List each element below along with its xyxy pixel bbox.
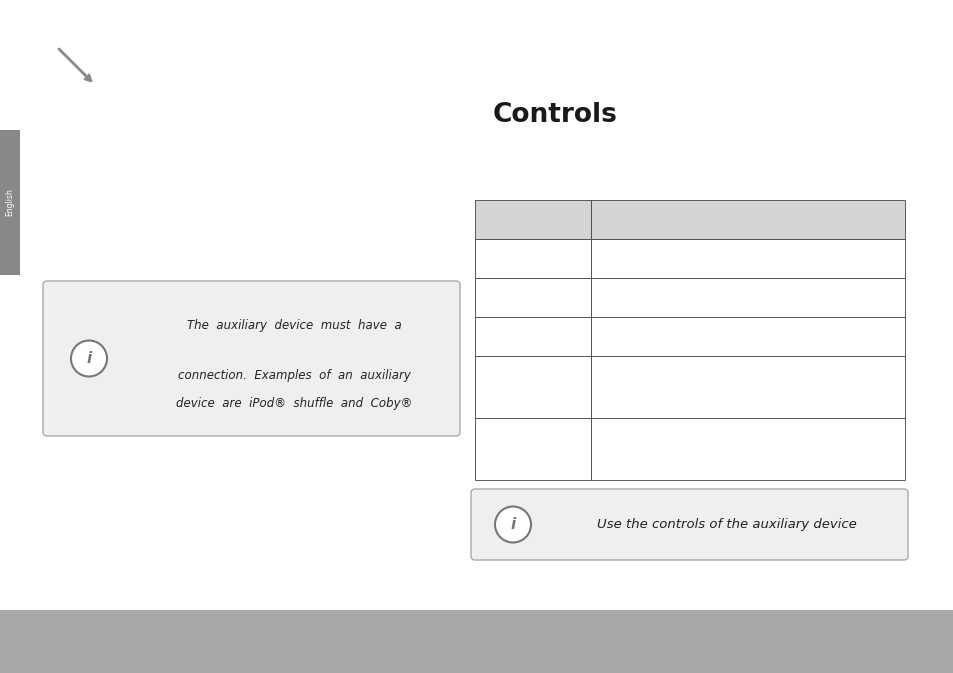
Bar bbox=[475, 318, 591, 357]
Circle shape bbox=[71, 341, 107, 376]
Text: i: i bbox=[510, 517, 515, 532]
Bar bbox=[591, 278, 904, 318]
FancyBboxPatch shape bbox=[471, 489, 907, 560]
Text: Use the controls of the auxiliary device: Use the controls of the auxiliary device bbox=[597, 518, 856, 531]
Circle shape bbox=[495, 507, 531, 542]
Bar bbox=[475, 418, 591, 480]
Text: The  auxiliary  device  must  have  a: The auxiliary device must have a bbox=[187, 318, 401, 332]
Text: connection.  Examples  of  an  auxiliary: connection. Examples of an auxiliary bbox=[177, 369, 410, 382]
Text: English: English bbox=[6, 188, 14, 217]
Bar bbox=[475, 357, 591, 418]
Bar bbox=[591, 200, 904, 239]
Bar bbox=[475, 200, 591, 239]
Text: i: i bbox=[87, 351, 91, 366]
Bar bbox=[475, 239, 591, 278]
Bar bbox=[0, 610, 953, 673]
Bar bbox=[591, 357, 904, 418]
Bar bbox=[591, 418, 904, 480]
Bar bbox=[475, 278, 591, 318]
FancyBboxPatch shape bbox=[43, 281, 459, 436]
Bar bbox=[591, 318, 904, 357]
Bar bbox=[0, 130, 20, 275]
Text: Controls: Controls bbox=[492, 102, 617, 128]
Bar bbox=[591, 239, 904, 278]
Text: device  are  iPod®  shuffle  and  Coby®: device are iPod® shuffle and Coby® bbox=[175, 396, 412, 409]
